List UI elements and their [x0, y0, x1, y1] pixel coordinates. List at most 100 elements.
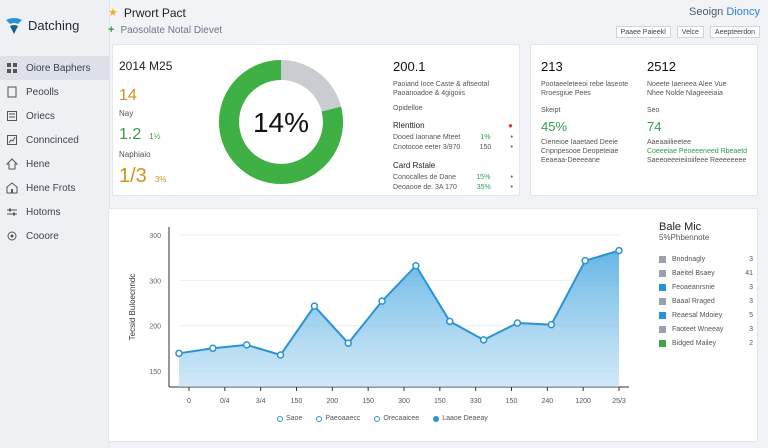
legend-item[interactable]: Saoe: [277, 415, 302, 422]
summary-section-1-label: Rlenttion: [393, 121, 425, 130]
summary-row-label: Cnotocoe eeter 3/970: [393, 144, 461, 151]
toolbar: Paaee Paieekl Velce Aeepteerdon: [615, 26, 760, 38]
star-icon[interactable]: ★: [108, 7, 118, 19]
x-tick-label: 1200: [575, 398, 591, 405]
alert-dot-icon: ●: [508, 121, 513, 130]
summary-section-0: Opidelloe: [393, 105, 423, 112]
y-tick-label: 200: [149, 324, 161, 331]
x-tick-label: 0/4: [220, 398, 230, 405]
summary-row: Conocalles de Dane 15% •: [393, 173, 513, 183]
chart-side-item[interactable]: Reaesal Mdoiey 5: [659, 308, 753, 322]
toolbar-button-2[interactable]: Aeepteerdon: [709, 26, 760, 38]
sidebar-item-7[interactable]: Cooore: [0, 224, 110, 248]
page-title: ★ Prwort Pact: [108, 6, 186, 20]
chart-side-item[interactable]: Baaal Rraged 3: [659, 294, 753, 308]
page-subtitle-text: Paosolate Notal Dievet: [120, 24, 223, 36]
metric-column-1: 213 Pootaeeleteeoi rebe laseote Rroesgiu…: [541, 59, 645, 165]
legend-item[interactable]: Orecaaicee: [374, 415, 419, 422]
legend-label: Saoe: [286, 415, 303, 422]
metric-desc: Pootaeeleteeoi rebe laseote: [541, 81, 629, 88]
legend-dot-icon: [316, 415, 323, 422]
data-point: [276, 351, 285, 359]
chart-side-item[interactable]: Bnodnagly 3: [659, 252, 753, 266]
x-tick-label: 150: [434, 398, 446, 405]
kpi-label-0: Nay: [119, 109, 134, 118]
summary-row-label: Deoaooe de. 3A 170: [393, 184, 457, 191]
sidebar-item-4[interactable]: Hene: [0, 152, 110, 176]
chart-side-item-value: 5: [749, 311, 753, 319]
toolbar-button-0[interactable]: Paaee Paieekl: [615, 26, 671, 38]
summary-row-value: 1%: [480, 134, 491, 141]
brand[interactable]: Datching: [4, 14, 79, 36]
plus-icon[interactable]: +: [108, 24, 115, 36]
summary-row-label: Dooed Iaonane Mteet: [393, 134, 461, 141]
chart-side-item[interactable]: Feoaeanrsnie 3: [659, 280, 753, 294]
stats-card: 2014 M25 14 Nay 1.2 1½ Naphiaio 1/3 3% 1…: [112, 44, 520, 196]
data-point: [344, 339, 352, 347]
metric-title: 213: [541, 59, 563, 74]
metric-label: Skeipt: [541, 107, 561, 114]
chart-side-item-value: 3: [749, 255, 753, 263]
chart-side-item[interactable]: Baeitel Bsaey 41: [659, 266, 753, 280]
summary-row-mark: •: [510, 174, 513, 181]
chart-side-item[interactable]: Faoteet Wneeay 3: [659, 322, 753, 336]
summary-row-mark: •: [510, 144, 513, 151]
chart-icon: [7, 135, 17, 145]
summary-row-label: Conocalles de Dane: [393, 174, 457, 181]
house-icon: [6, 182, 18, 194]
legend-item[interactable]: Laaoe Deaeay: [433, 415, 488, 422]
header-brand[interactable]: Seoign Dioncy: [689, 6, 760, 18]
sidebar-item-0[interactable]: Oiore Baphers: [0, 56, 110, 80]
sidebar-nav: Oiore Baphers Peoolls Oriecs Conncinced …: [0, 56, 110, 248]
summary-desc-1: Paoiand Ioce Caste & aftseotal: [393, 81, 490, 88]
metric-value: 74: [647, 119, 662, 134]
data-point: [242, 341, 251, 349]
data-point: [547, 320, 556, 329]
chart-side-title: Bale Mic: [659, 221, 702, 233]
series-line: [178, 249, 620, 357]
chart-side-item-value: 2: [749, 339, 753, 347]
summary-row-value: 15%: [476, 174, 491, 181]
sidebar-item-2[interactable]: Oriecs: [0, 104, 110, 128]
sidebar-item-3[interactable]: Conncinced: [0, 128, 110, 152]
metric-line: Cieneioe Iaaetaed Deeie: [541, 139, 619, 146]
color-swatch-icon: [659, 297, 666, 305]
toolbar-button-1[interactable]: Velce: [676, 26, 704, 38]
metric-line: Aaeaaiilieetee: [647, 139, 691, 146]
x-tick-label: 25/3: [612, 398, 626, 405]
data-point: [209, 344, 217, 353]
data-point: [412, 261, 420, 270]
summary-row: Dooed Iaonane Mteet 1% •: [393, 133, 513, 143]
donut-value-arc: [219, 60, 343, 184]
document-icon: [7, 86, 17, 98]
color-swatch-icon: [659, 311, 666, 319]
summary-row-value: 35%: [476, 184, 491, 191]
summary-desc-2: Paoanoadoe & 4gigoiis: [393, 90, 466, 97]
sidebar-item-1[interactable]: Peoolls: [0, 80, 110, 104]
brand-name: Datching: [28, 17, 80, 33]
metric-label: Seo: [647, 107, 660, 114]
sidebar-item-label: Conncinced: [26, 134, 79, 146]
chart-side-item-label: Reaesal Mdoiey: [672, 311, 723, 319]
legend-label: Paeoaaecc: [325, 415, 361, 422]
legend-dot-icon: [374, 415, 381, 422]
summary-title: 200.1: [393, 59, 426, 74]
gear-icon: [7, 231, 17, 241]
summary-row-mark: •: [510, 134, 513, 141]
sidebar-item-label: Hene: [26, 158, 50, 170]
sidebar-item-5[interactable]: Hene Frots: [0, 176, 110, 200]
data-point: [175, 349, 183, 358]
sidebar-item-6[interactable]: Hotoms: [0, 200, 110, 224]
sidebar-item-label: Hotoms: [26, 206, 61, 218]
sidebar-item-label: Peoolls: [26, 86, 59, 98]
donut-label: 14%: [253, 107, 309, 138]
chart-side-item-label: Baeitel Bsaey: [672, 269, 715, 277]
x-tick-label: 3/4: [256, 398, 266, 405]
area-chart-card: 300 300 200 150 Tecsid Buloecnndc 0 0/4 3/4 150 2…: [108, 208, 758, 442]
data-point: [446, 317, 454, 326]
chart-legend: Saoe Paeoaaecc Orecaaicee Laaoe Deaeay: [277, 415, 488, 422]
kpi-label-1: Naphiaio: [119, 150, 151, 159]
chart-side-item[interactable]: Bidged Mailey 2: [659, 336, 753, 350]
legend-item[interactable]: Paeoaaecc: [316, 415, 360, 422]
chart-side-subtitle: 5%Phbennote: [659, 233, 710, 242]
